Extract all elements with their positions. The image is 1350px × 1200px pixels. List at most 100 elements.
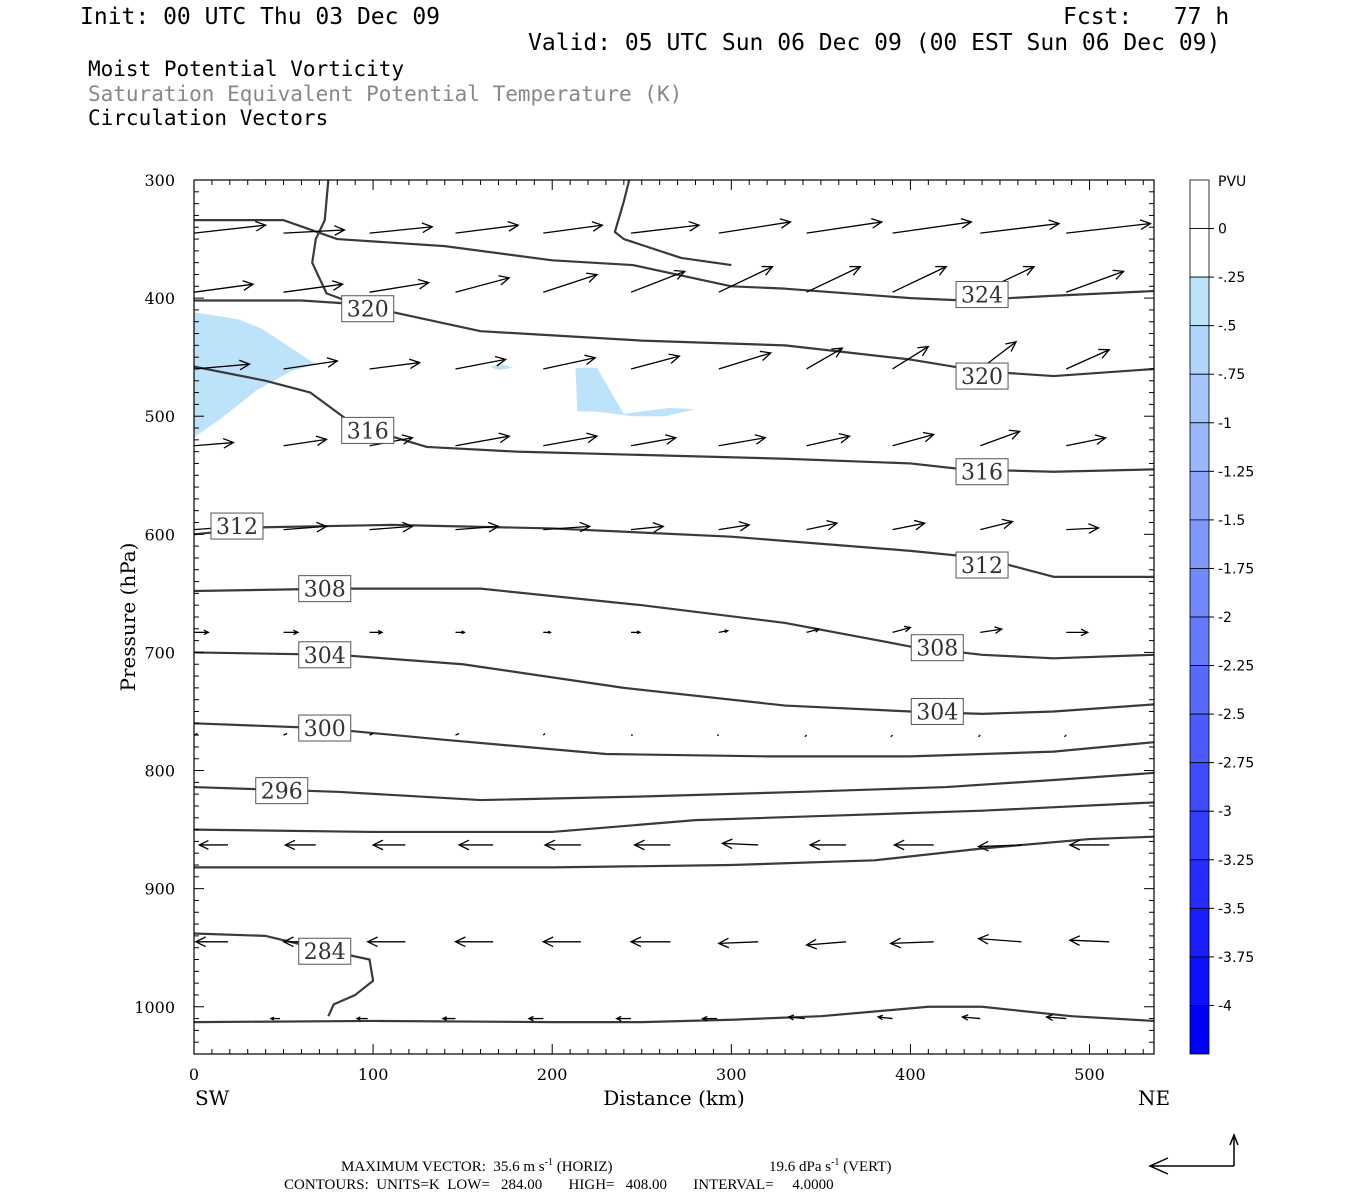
circulation-vector-head — [494, 355, 508, 367]
circulation-vector-head — [547, 630, 552, 635]
circulation-vector-head — [1068, 839, 1081, 851]
colorbar-label: -1.75 — [1218, 561, 1254, 577]
circulation-vector — [194, 441, 234, 447]
circulation-vector-head — [222, 437, 235, 449]
circulation-vector — [890, 734, 893, 738]
x-tick-label: 100 — [358, 1065, 389, 1084]
circulation-vector-head — [665, 434, 678, 445]
pv-fill-region — [194, 312, 316, 438]
circulation-vector-head — [759, 350, 773, 361]
circulation-vector-head — [761, 265, 774, 276]
colorbar-label: -1 — [1218, 416, 1232, 432]
circulation-vector-head — [633, 839, 645, 851]
circulation-vector — [980, 430, 1020, 447]
y-tick-label: 700 — [144, 643, 175, 662]
contour-label-box — [298, 714, 352, 742]
circulation-vector-head — [441, 1016, 448, 1022]
circulation-vector — [369, 281, 429, 293]
colorbar-swatch — [1189, 228, 1210, 278]
circulation-vector — [369, 226, 433, 234]
circulation-vector — [1065, 349, 1110, 370]
theta-contour-line — [613, 180, 732, 267]
reference-vector — [1148, 1132, 1239, 1175]
y-tick-label: 1000 — [134, 998, 175, 1017]
circulation-vector — [630, 224, 700, 234]
circulation-vector-head — [826, 519, 839, 531]
colorbar-swatch — [1189, 1005, 1210, 1055]
field-title-theta-es: Saturation Equivalent Potential Temperat… — [88, 82, 683, 106]
theta-contour-line — [194, 587, 1154, 660]
circulation-vector-head — [282, 936, 294, 948]
circulation-vector — [806, 221, 882, 234]
colorbar-label: -.25 — [1218, 270, 1245, 286]
circulation-vector-head — [960, 1014, 969, 1021]
circulation-vector — [369, 732, 374, 736]
circulation-vector — [369, 525, 413, 531]
circulation-vector — [455, 277, 510, 293]
circulation-vector-head — [629, 936, 642, 948]
circulation-vector-head — [1005, 340, 1018, 352]
circulation-vector-head — [239, 359, 252, 371]
circulation-vector — [543, 435, 598, 447]
y-tick-label: 800 — [144, 762, 175, 781]
circulation-vector-head — [401, 434, 414, 445]
circulation-vector-head — [1022, 265, 1036, 276]
colorbar-swatch — [1189, 519, 1210, 569]
theta-contour-line — [194, 835, 1154, 869]
contour-label-box — [955, 458, 1009, 486]
y-tick-label: 500 — [144, 407, 175, 426]
circulation-vector-head — [1080, 628, 1090, 637]
circulation-vector-head — [849, 265, 862, 276]
circulation-vector — [718, 941, 759, 945]
circulation-vector-head — [453, 936, 466, 948]
colorbar-swatch — [1189, 810, 1210, 861]
circulation-vector — [806, 628, 820, 633]
circulation-vector-head — [1008, 429, 1022, 440]
ne-end-label: NE — [1138, 1086, 1170, 1110]
circulation-vector — [1069, 939, 1110, 943]
circulation-vector — [283, 283, 343, 293]
colorbar-label: -1.25 — [1218, 464, 1254, 480]
contour-label: 316 — [961, 461, 1003, 486]
circulation-vector — [543, 273, 598, 293]
circulation-vector-head — [1001, 518, 1014, 530]
colorbar-label: -3.25 — [1218, 853, 1254, 869]
circulation-vector-head — [255, 220, 268, 232]
circulation-vector-head — [779, 218, 792, 229]
circulation-vector-head — [889, 937, 902, 949]
max-vector-vert-note: 19.6 dPa s-1 (VERT) — [769, 1158, 891, 1175]
circulation-vector-head — [584, 354, 597, 366]
reference-vector-horizontal-head — [1148, 1157, 1169, 1175]
circulation-vector — [892, 433, 934, 447]
circulation-vector — [980, 222, 1060, 234]
circulation-vector — [978, 844, 1022, 848]
contour-label-box — [955, 362, 1009, 390]
circulation-vector-head — [543, 839, 556, 851]
unit-exponent-vert: -1 — [831, 1157, 840, 1168]
contour-info-note: CONTOURS: UNITS=K LOW= 284.00 HIGH= 408.… — [284, 1177, 834, 1193]
colorbar-label: -3.75 — [1218, 950, 1254, 966]
contour-label: 320 — [961, 365, 1003, 390]
colorbar-swatch — [1189, 713, 1210, 764]
circulation-vector — [1064, 734, 1067, 738]
circulation-vector — [542, 733, 546, 736]
colorbar-swatch — [1189, 276, 1210, 327]
unit-exponent: -1 — [544, 1157, 553, 1168]
circulation-vector-head — [194, 936, 206, 948]
colorbar-swatch — [1189, 956, 1210, 1006]
circulation-vector-head — [688, 220, 701, 232]
circulation-vector-head — [871, 218, 884, 229]
contour-label-box — [210, 512, 264, 540]
circulation-vector-head — [738, 521, 751, 532]
circulation-vector-head — [701, 1015, 708, 1022]
colorbar-unit-label: PVU — [1218, 174, 1246, 190]
colorbar-swatch — [1189, 470, 1210, 521]
contour-label: 284 — [304, 940, 346, 965]
colorbar-swatch — [1189, 422, 1210, 472]
contour-label-box — [955, 281, 1009, 309]
contour-label-box — [298, 641, 352, 669]
contour-label-box — [910, 697, 964, 725]
y-tick-label: 300 — [144, 171, 175, 190]
circulation-vector-head — [203, 629, 210, 636]
circulation-vector-head — [935, 265, 948, 276]
